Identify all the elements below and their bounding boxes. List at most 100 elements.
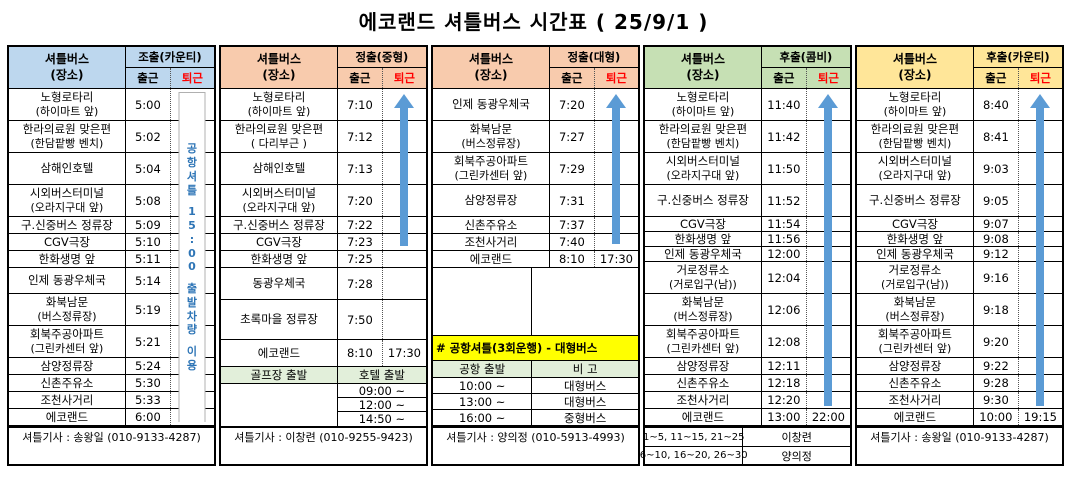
- stop-name: 구.신중버스 정류장: [9, 217, 126, 233]
- airport-depart-time: 10:00 ~: [433, 378, 533, 393]
- stop-name: 조천사거리: [433, 234, 550, 250]
- stop-name: 동광우체국: [221, 268, 338, 299]
- stop-name-line: 한라의료원 맞은편: [870, 122, 960, 137]
- driver-assign-row: 1~5, 11~15, 21~25 이창련: [643, 428, 850, 446]
- stop-name-detail: (오라지구대 앞): [30, 200, 104, 214]
- group-footer: 1~5, 11~15, 21~25 이창련 6~10, 16~20, 26~30 양의…: [640, 426, 850, 464]
- hotel-depart-time: 14:50 ~: [358, 412, 406, 426]
- page-title: 에코랜드 셔틀버스 시간표 ( 25/9/1 ): [358, 10, 709, 34]
- depart-time: 11:50: [767, 161, 801, 176]
- stop-name-detail: (한담팥빵 벤치): [666, 136, 740, 150]
- driver-footer: 셔틀기사 : 송왕일 (010-9133-4287): [870, 431, 1049, 444]
- bus-type: 대형버스: [564, 378, 607, 393]
- stop-name-line: 시외버스터미널: [877, 154, 952, 169]
- depart-time: 9:12: [982, 247, 1009, 261]
- stop-row: 에코랜드 6:00: [9, 409, 214, 426]
- depart-time: 7:29: [558, 161, 585, 176]
- up-arrow-shaft: [399, 108, 408, 246]
- bus-type: 중형버스: [564, 410, 607, 425]
- depart-time: 5:04: [134, 161, 161, 176]
- stop-name: 시외버스터미널 (오라지구대 앞): [645, 153, 762, 184]
- return-time: [805, 375, 850, 391]
- return-time: 17:30: [381, 340, 426, 366]
- group-body: 노형로타리 (하이마트 앞) 5:00 한라의료원 맞은편 (한담팥빵 벤치) 5:02 삼…: [9, 89, 214, 426]
- return-time: [1017, 217, 1062, 231]
- header-place-cell: 셔틀버스 (장소): [221, 47, 338, 88]
- header-inout-row: 출근 퇴근: [550, 68, 638, 88]
- stop-name: 조천사거리: [9, 392, 126, 408]
- return-time: [805, 217, 850, 231]
- stop-name-line: 화북남문: [893, 295, 937, 310]
- depart-time: 7:12: [346, 129, 373, 144]
- stop-name-line: 노형로타리: [252, 90, 306, 105]
- note-char: 용: [186, 358, 198, 372]
- note-char: 항: [186, 156, 198, 170]
- stop-name: 인제 동광우체국: [9, 268, 126, 293]
- stop-name: 한라의료원 맞은편 (한담팥빵 벤치): [9, 121, 126, 152]
- header-right: 후출(카운티) 출근 퇴근: [973, 47, 1062, 88]
- header-service-label: 조출(카운티): [125, 47, 214, 68]
- stop-name-line: 한화생명 앞: [250, 251, 308, 266]
- stop-row: 에코랜드 8:10 17:30: [433, 251, 638, 268]
- stop-name-line: 에코랜드: [469, 251, 513, 266]
- stop-row: 동광우체국 7:28: [221, 268, 426, 300]
- stop-row: 시외버스터미널 (오라지구대 앞) 5:08: [9, 185, 214, 217]
- stop-row: 회북주공아파트 (그린카센터 앞) 5:21: [9, 326, 214, 358]
- stop-name: 삼양정류장: [857, 358, 974, 374]
- stop-name-detail: (그린카센터 앞): [666, 341, 740, 355]
- airport-depart-time: 16:00 ~: [433, 410, 533, 425]
- stop-name-detail: (거로입구(남)): [669, 277, 737, 291]
- header-bus-label: 셔틀버스: [680, 51, 725, 66]
- depart-time: 9:07: [982, 217, 1009, 231]
- stop-name-line: 인제 동광우체국: [876, 247, 954, 261]
- stop-name-line: 거로정류소: [676, 263, 730, 278]
- stop-name: 회북주공아파트 (그린카센터 앞): [433, 153, 550, 184]
- stop-name-detail: (버스정류장): [673, 309, 733, 323]
- group-body: 노형로타리 (하이마트 앞) 11:40 한라의료원 맞은편 (한담팥빵 벤치) 11:4…: [645, 89, 850, 426]
- note-char: 이: [186, 345, 198, 359]
- note-char: 셔: [186, 169, 198, 183]
- stop-name: 에코랜드: [857, 409, 974, 425]
- stop-row: 노형로타리 (하이마트 앞) 11:40: [645, 89, 850, 121]
- up-arrow-head: [605, 94, 626, 108]
- stop-name: 노형로타리 (하이마트 앞): [9, 89, 126, 120]
- header-right: 조출(카운티) 출근 퇴근: [125, 47, 214, 88]
- return-time: [1017, 358, 1062, 374]
- header-inout-row: 출근 퇴근: [126, 68, 214, 88]
- stop-row: 에코랜드 10:00 19:15: [857, 409, 1062, 426]
- stop-name: 시외버스터미널 (오라지구대 앞): [9, 185, 126, 216]
- stop-name-line: 삼양정류장: [888, 358, 942, 373]
- stop-name-line: 거로정류소: [888, 263, 942, 278]
- group-body: 인제 동광우체국 7:20 화북남문 (버스정류장) 7:27 회북주공아파트 (그린카센터…: [433, 89, 638, 426]
- stop-name-line: 구.신중버스 정류장: [868, 193, 961, 208]
- return-time: [805, 153, 850, 184]
- note-char: 5: [188, 219, 196, 233]
- sub-header-right: 호텔 출발: [358, 368, 405, 382]
- stop-row: 노형로타리 (하이마트 앞) 8:40: [857, 89, 1062, 121]
- stop-row: 인제 동광우체국 7:20: [433, 89, 638, 121]
- stop-name-detail: (그린카센터 앞): [30, 341, 104, 355]
- return-time: [805, 358, 850, 374]
- return-time: 17:30: [593, 251, 638, 267]
- depart-time: 6:00: [134, 410, 161, 424]
- stop-name-line: 조천사거리: [888, 392, 942, 407]
- stop-name-line: 시외버스터미널: [29, 186, 104, 201]
- stop-name: 조천사거리: [645, 392, 762, 408]
- return-time: [1017, 153, 1062, 184]
- return-time: [805, 247, 850, 261]
- stop-name: 구.신중버스 정류장: [857, 185, 974, 216]
- stop-name: 신촌주유소: [857, 375, 974, 391]
- return-time: [381, 234, 426, 250]
- depart-time: 7:25: [346, 252, 373, 266]
- header-return-label: 퇴근: [1017, 68, 1062, 88]
- stop-name: 한라의료원 맞은편 (한담팥빵 벤치): [857, 121, 974, 152]
- return-time: [169, 234, 214, 250]
- header-service-label: 후출(콤비): [761, 47, 850, 68]
- depart-time: 7:37: [558, 218, 585, 232]
- stop-row: 삼해인호텔 5:04: [9, 153, 214, 185]
- stop-name: 화북남문 (버스정류장): [9, 294, 126, 325]
- return-time: [805, 185, 850, 216]
- stop-name-line: 한화생명 앞: [38, 251, 96, 266]
- stop-name-line: CGV극장: [891, 217, 938, 231]
- return-time: [1017, 375, 1062, 391]
